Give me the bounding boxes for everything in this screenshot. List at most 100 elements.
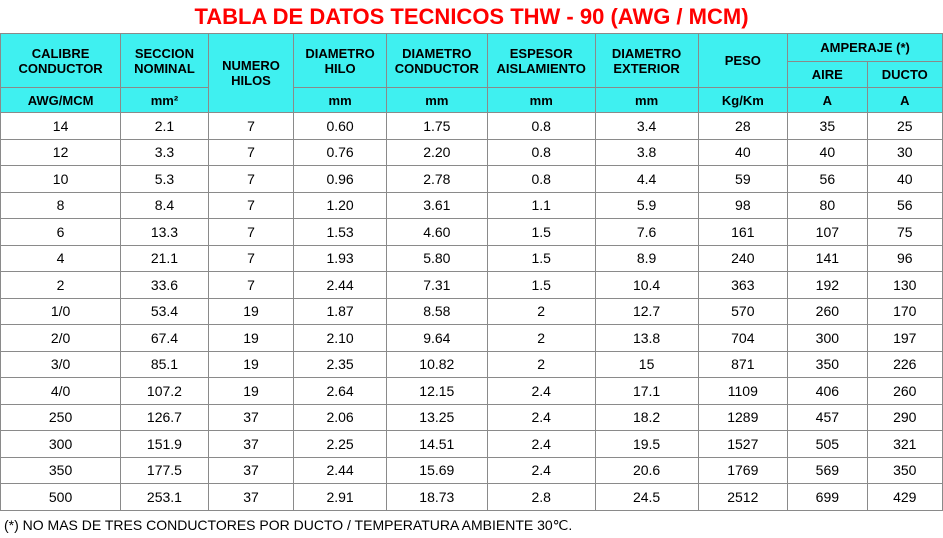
cell-calibre: 14	[0, 112, 122, 140]
cell-seccion: 85.1	[120, 350, 209, 378]
cell-espesor: 0.8	[486, 112, 596, 140]
cell-espesor: 2.4	[486, 377, 596, 405]
cell-aire: 56	[787, 165, 868, 193]
cell-seccion: 107.2	[120, 377, 209, 405]
cell-diametro-exterior: 18.2	[594, 403, 699, 431]
cell-diametro-exterior: 17.1	[594, 377, 699, 405]
cell-aire: 192	[787, 271, 868, 299]
cell-espesor: 1.5	[486, 271, 596, 299]
cell-calibre: 300	[0, 430, 122, 458]
cell-aire: 699	[787, 483, 868, 511]
cell-calibre: 4/0	[0, 377, 122, 405]
cell-calibre: 6	[0, 218, 122, 246]
cell-peso: 28	[697, 112, 789, 140]
cell-calibre: 1/0	[0, 297, 122, 325]
cell-aire: 35	[787, 112, 868, 140]
cell-diametro-conductor: 14.51	[385, 430, 488, 458]
cell-espesor: 2.4	[486, 430, 596, 458]
cell-diametro-exterior: 13.8	[594, 324, 699, 352]
cell-seccion: 67.4	[120, 324, 209, 352]
table-row: 6 13.3 7 1.53 4.60 1.5 7.6 161 107 75	[0, 218, 943, 246]
table-row: 14 2.1 7 0.60 1.75 0.8 3.4 28 35 25	[0, 112, 943, 140]
cell-ducto: 96	[866, 244, 943, 272]
cell-peso: 2512	[697, 483, 789, 511]
cell-diametro-exterior: 10.4	[594, 271, 699, 299]
cell-aire: 141	[787, 244, 868, 272]
cell-seccion: 21.1	[120, 244, 209, 272]
cell-seccion: 2.1	[120, 112, 209, 140]
cell-seccion: 177.5	[120, 456, 209, 484]
cell-ducto: 56	[866, 191, 943, 219]
cell-seccion: 33.6	[120, 271, 209, 299]
cell-ducto: 130	[866, 271, 943, 299]
cell-diametro-conductor: 15.69	[385, 456, 488, 484]
cell-diametro-exterior: 12.7	[594, 297, 699, 325]
cell-numero-hilos: 7	[207, 271, 295, 299]
cell-numero-hilos: 7	[207, 191, 295, 219]
cell-diametro-hilo: 2.44	[293, 456, 387, 484]
cell-seccion: 151.9	[120, 430, 209, 458]
cell-aire: 107	[787, 218, 868, 246]
cell-ducto: 40	[866, 165, 943, 193]
cell-peso: 1109	[697, 377, 789, 405]
table-row: 4 21.1 7 1.93 5.80 1.5 8.9 240 141 96	[0, 244, 943, 272]
cell-espesor: 2	[486, 350, 596, 378]
cell-numero-hilos: 7	[207, 165, 295, 193]
cell-ducto: 429	[866, 483, 943, 511]
cell-diametro-exterior: 5.9	[594, 191, 699, 219]
cell-ducto: 260	[866, 377, 943, 405]
cell-numero-hilos: 19	[207, 350, 295, 378]
cell-diametro-conductor: 2.20	[385, 138, 488, 166]
cell-diametro-exterior: 7.6	[594, 218, 699, 246]
cell-seccion: 3.3	[120, 138, 209, 166]
header-amperaje: AMPERAJE (*)	[787, 33, 943, 62]
cell-diametro-conductor: 18.73	[385, 483, 488, 511]
cell-diametro-exterior: 3.4	[594, 112, 699, 140]
table-row: 2/0 67.4 19 2.10 9.64 2 13.8 704 300 197	[0, 324, 943, 352]
header-diametro-hilo: DIAMETRO HILO	[293, 33, 387, 88]
table-title: TABLA DE DATOS TECNICOS THW - 90 (AWG / …	[194, 4, 749, 29]
cell-aire: 40	[787, 138, 868, 166]
header-diametro-exterior: DIAMETRO EXTERIOR	[594, 33, 699, 88]
cell-calibre: 3/0	[0, 350, 122, 378]
cell-diametro-conductor: 12.15	[385, 377, 488, 405]
cell-ducto: 321	[866, 430, 943, 458]
cell-aire: 80	[787, 191, 868, 219]
cell-numero-hilos: 19	[207, 297, 295, 325]
cell-ducto: 170	[866, 297, 943, 325]
cell-ducto: 25	[866, 112, 943, 140]
cell-calibre: 12	[0, 138, 122, 166]
unit-espesor: mm	[486, 87, 596, 113]
unit-diametro-exterior: mm	[594, 87, 699, 113]
cell-diametro-conductor: 10.82	[385, 350, 488, 378]
cell-ducto: 350	[866, 456, 943, 484]
cell-numero-hilos: 37	[207, 483, 295, 511]
cell-diametro-hilo: 2.35	[293, 350, 387, 378]
cell-calibre: 2	[0, 271, 122, 299]
cell-diametro-hilo: 2.25	[293, 430, 387, 458]
cell-diametro-hilo: 1.53	[293, 218, 387, 246]
cell-peso: 1527	[697, 430, 789, 458]
header-numero-hilos: NUMERO HILOS	[207, 33, 295, 113]
table-row: 250 126.7 37 2.06 13.25 2.4 18.2 1289 457 290	[0, 403, 943, 431]
unit-diametro-hilo: mm	[293, 87, 387, 113]
unit-aire: A	[787, 87, 868, 113]
cell-peso: 363	[697, 271, 789, 299]
cell-espesor: 1.5	[486, 218, 596, 246]
cell-diametro-hilo: 2.44	[293, 271, 387, 299]
cell-diametro-hilo: 0.60	[293, 112, 387, 140]
cell-diametro-conductor: 1.75	[385, 112, 488, 140]
cell-diametro-hilo: 1.93	[293, 244, 387, 272]
cell-calibre: 4	[0, 244, 122, 272]
cell-ducto: 30	[866, 138, 943, 166]
cell-numero-hilos: 19	[207, 324, 295, 352]
header-aire: AIRE	[787, 61, 868, 88]
cell-diametro-exterior: 19.5	[594, 430, 699, 458]
table-row: 300 151.9 37 2.25 14.51 2.4 19.5 1527 505 321	[0, 430, 943, 458]
table-row: 2 33.6 7 2.44 7.31 1.5 10.4 363 192 130	[0, 271, 943, 299]
cell-espesor: 0.8	[486, 138, 596, 166]
unit-peso: Kg/Km	[697, 87, 789, 113]
cell-seccion: 53.4	[120, 297, 209, 325]
cell-aire: 569	[787, 456, 868, 484]
cell-peso: 871	[697, 350, 789, 378]
